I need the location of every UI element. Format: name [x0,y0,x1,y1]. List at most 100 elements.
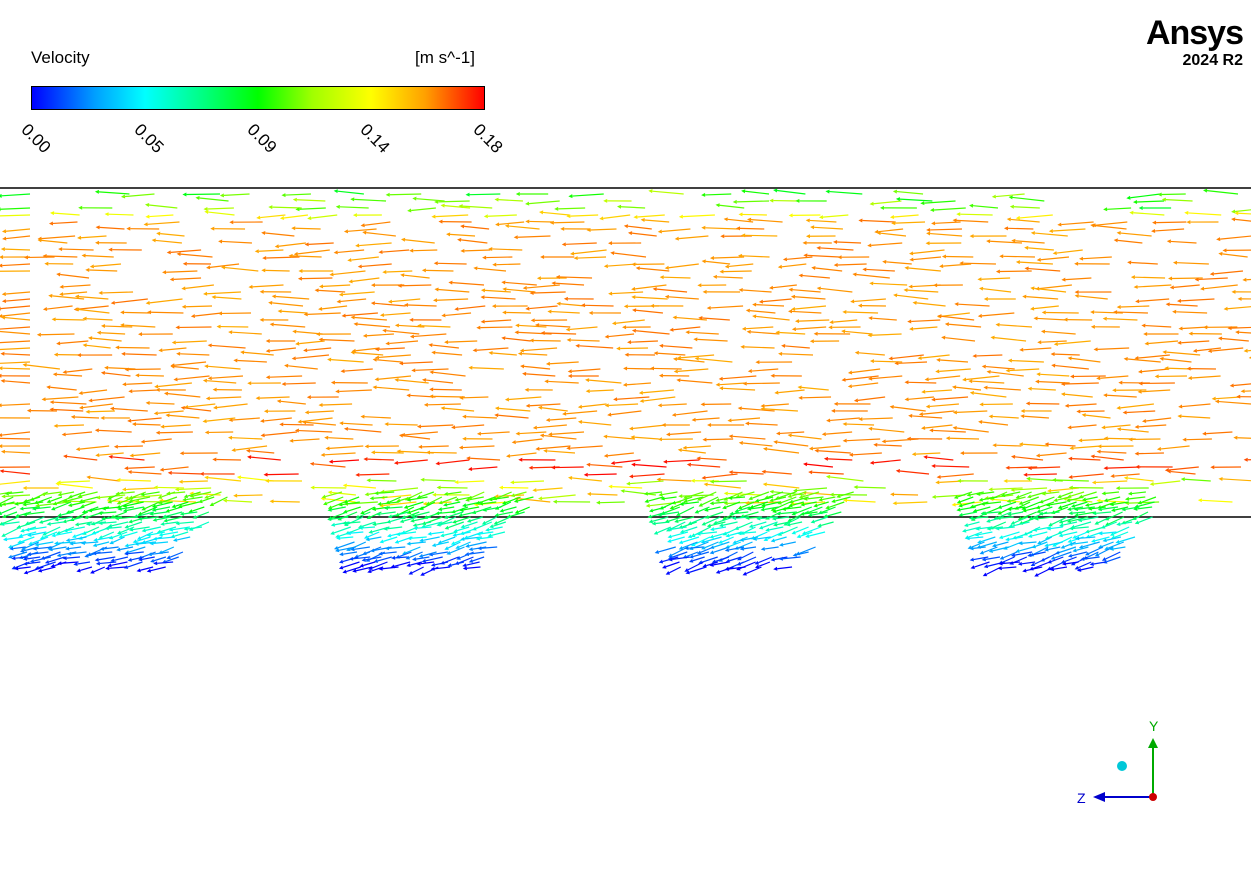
vector-arrowhead [59,292,64,297]
vector-arrow [85,526,100,534]
vector-arrowhead [204,364,209,369]
vector-arrow [642,389,674,394]
vector-arrowhead [1121,507,1126,512]
vector-arrowhead [430,566,435,571]
vector-arrowhead [904,397,909,402]
vector-arrow [498,414,529,419]
vector-arrowhead [586,227,591,232]
vector-arrowhead [720,234,725,239]
vector-arrow [523,347,558,352]
vector-arrow [728,541,742,548]
vector-arrowhead [0,503,3,508]
vector-arrow [514,480,544,483]
vector-arrow [433,395,465,398]
vector-arrowhead [456,556,461,560]
vector-arrow [872,428,905,433]
vector-arrowhead [1,229,7,234]
vector-arrowhead [212,387,217,392]
vector-arrow [79,445,110,450]
vector-arrowhead [203,291,208,296]
vector-arrow [4,380,31,384]
vector-arrow [634,436,659,440]
vector-arrow [387,526,403,530]
vector-arrowhead [770,507,776,511]
axis-triad[interactable]: Y Z [1077,718,1159,806]
vector-arrow [779,431,805,435]
vector-arrowhead [29,558,35,563]
vector-arrowhead [969,557,974,562]
vector-arrowhead [494,406,500,411]
vector-arrowhead [583,472,588,477]
vector-arrow [352,556,371,560]
vector-arrow [745,326,774,330]
vector-arrowhead [664,265,669,270]
vector-arrow [679,506,695,515]
vector-arrow [119,491,135,495]
vector-arrow [150,566,166,572]
vector-arrow [1235,218,1251,222]
vector-arrowhead [1036,509,1041,514]
vector-arrow [1033,556,1050,565]
vector-arrow [1094,536,1110,542]
vector-arrowhead [393,460,399,465]
vector-arrowhead [972,353,977,358]
vector-arrow [44,551,61,559]
vector-arrow [207,291,241,295]
vector-arrowhead [468,365,473,370]
vector-arrow [992,521,1007,529]
vector-arrowhead [653,351,658,356]
vector-arrow [756,315,790,321]
vector-arrowhead [632,308,637,313]
vector-arrow [727,501,757,505]
vector-arrowhead [1133,506,1138,511]
vector-arrow [445,312,472,317]
vector-arrowhead [988,487,993,492]
vector-arrow [272,206,302,209]
vector-arrowhead [1137,500,1142,505]
vector-arrow [1145,324,1172,328]
vector-arrow [20,521,36,528]
vector-arrowhead [342,569,347,574]
vector-arrowhead [75,307,80,312]
vector-arrowhead [339,421,344,426]
vector-arrow [526,284,560,289]
vector-arrowhead [992,443,997,448]
vector-arrowhead [1113,238,1118,243]
vector-arrow [1163,358,1192,363]
vector-arrow [350,531,364,534]
vector-arrowhead [505,453,511,458]
vector-arrowhead [343,229,349,234]
vector-arrowhead [970,565,975,569]
vector-arrowhead [631,262,636,267]
vector-arrow [297,249,330,255]
vector-arrow [1131,491,1146,495]
vector-arrow [716,516,734,524]
vector-arrow [692,556,705,562]
vector-arrowhead [610,461,615,465]
vector-arrowhead [1222,248,1227,253]
vector-arrowhead [734,508,739,513]
vector-arrowhead [124,466,129,471]
vector-arrowhead [1197,498,1202,503]
vector-arrowhead [956,507,961,512]
vector-arrow [184,407,212,412]
vector-arrowhead [741,326,746,331]
vector-arrow [826,511,842,517]
vector-arrow [1222,253,1248,258]
vector-arrow [71,501,86,506]
vector-arrow [339,389,372,393]
vector-arrowhead [724,567,729,571]
vector-arrow [736,200,770,203]
vector-arrow [1180,298,1215,302]
vector-arrow [308,410,334,413]
vector-arrowhead [181,286,186,291]
vector-arrowhead [382,328,387,333]
vector-arrowhead [327,507,332,512]
vector-arrow [603,214,631,219]
vector-arrow [472,556,485,562]
vector-arrow [935,465,970,468]
vector-arrow [692,551,710,558]
vector-arrowhead [407,208,412,213]
vector-arrow [1244,390,1251,392]
